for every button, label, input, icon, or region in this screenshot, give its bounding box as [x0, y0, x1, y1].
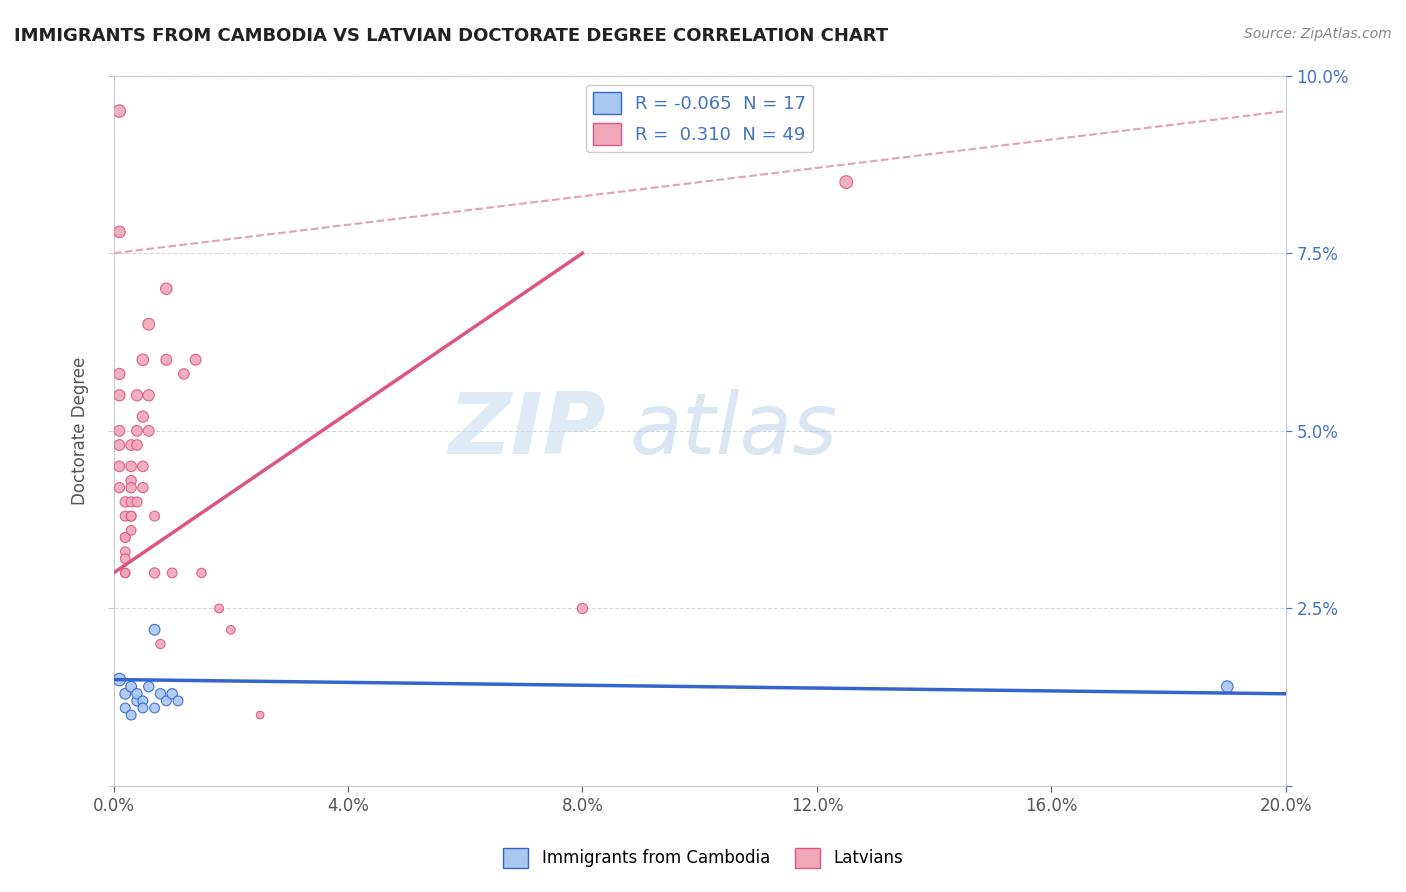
Point — [132, 459, 155, 474]
Point — [120, 509, 142, 524]
Point — [143, 566, 166, 580]
Point — [184, 352, 207, 367]
Point — [114, 551, 136, 566]
Point — [114, 701, 136, 715]
Point — [114, 544, 136, 558]
Point — [143, 509, 166, 524]
Point — [190, 566, 212, 580]
Point — [114, 495, 136, 509]
Point — [114, 530, 136, 544]
Text: Source: ZipAtlas.com: Source: ZipAtlas.com — [1244, 27, 1392, 41]
Point — [120, 459, 142, 474]
Point — [160, 687, 183, 701]
Point — [138, 388, 160, 402]
Point — [120, 680, 142, 694]
Point — [155, 352, 177, 367]
Point — [132, 352, 155, 367]
Legend: Immigrants from Cambodia, Latvians: Immigrants from Cambodia, Latvians — [496, 841, 910, 875]
Point — [132, 694, 155, 708]
Point — [125, 694, 148, 708]
Point — [120, 474, 142, 488]
Point — [120, 708, 142, 723]
Text: atlas: atlas — [630, 389, 838, 473]
Point — [114, 566, 136, 580]
Point — [125, 424, 148, 438]
Point — [1216, 680, 1239, 694]
Point — [138, 317, 160, 331]
Text: IMMIGRANTS FROM CAMBODIA VS LATVIAN DOCTORATE DEGREE CORRELATION CHART: IMMIGRANTS FROM CAMBODIA VS LATVIAN DOCT… — [14, 27, 889, 45]
Point — [108, 459, 131, 474]
Point — [143, 623, 166, 637]
Text: ZIP: ZIP — [449, 389, 606, 473]
Point — [108, 388, 131, 402]
Point — [108, 481, 131, 495]
Point — [120, 481, 142, 495]
Point — [125, 495, 148, 509]
Point — [143, 701, 166, 715]
Point — [120, 524, 142, 538]
Point — [120, 495, 142, 509]
Point — [138, 424, 160, 438]
Point — [114, 509, 136, 524]
Point — [108, 367, 131, 381]
Point — [120, 438, 142, 452]
Legend: R = -0.065  N = 17, R =  0.310  N = 49: R = -0.065 N = 17, R = 0.310 N = 49 — [586, 85, 813, 152]
Point — [208, 601, 231, 615]
Point — [155, 694, 177, 708]
Point — [249, 708, 271, 723]
Point — [132, 701, 155, 715]
Point — [155, 282, 177, 296]
Point — [108, 103, 131, 118]
Point — [114, 687, 136, 701]
Point — [120, 509, 142, 524]
Point — [125, 388, 148, 402]
Point — [149, 637, 172, 651]
Point — [138, 680, 160, 694]
Point — [835, 175, 858, 189]
Point — [108, 673, 131, 687]
Point — [125, 687, 148, 701]
Point — [114, 530, 136, 544]
Point — [219, 623, 242, 637]
Point — [149, 687, 172, 701]
Point — [173, 367, 195, 381]
Point — [108, 438, 131, 452]
Point — [125, 438, 148, 452]
Point — [571, 601, 593, 615]
Point — [132, 409, 155, 424]
Point — [132, 481, 155, 495]
Point — [114, 566, 136, 580]
Point — [108, 424, 131, 438]
Point — [160, 566, 183, 580]
Point — [108, 225, 131, 239]
Y-axis label: Doctorate Degree: Doctorate Degree — [72, 357, 89, 505]
Point — [167, 694, 190, 708]
